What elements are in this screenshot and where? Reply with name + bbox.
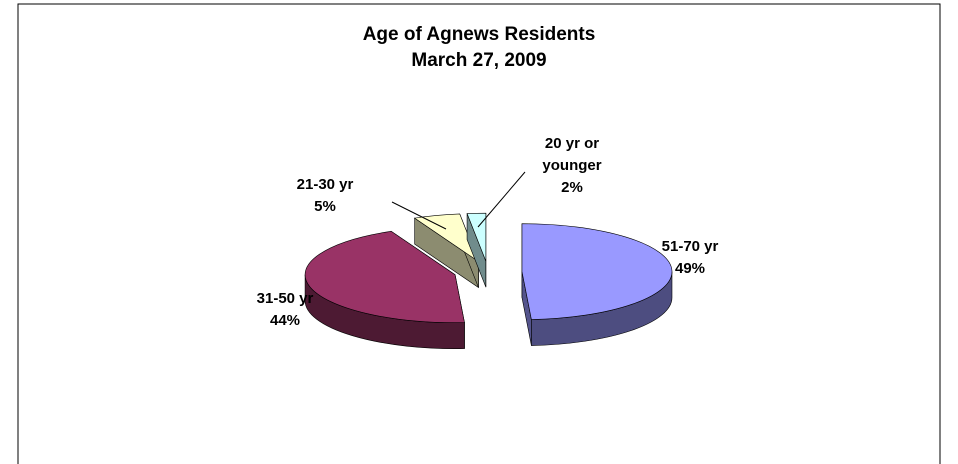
value-label: 44% [269, 312, 301, 329]
value-label: 49% [674, 260, 706, 277]
chart-subtitle: March 27, 2009 [411, 50, 547, 71]
slice [521, 223, 673, 320]
data-label: 20 yr or younger 2% [522, 133, 622, 199]
data-label: 31-50 yr 44% [240, 288, 330, 332]
leader-line [391, 201, 447, 230]
value-label: 5% [314, 198, 336, 215]
chart-title: Age of Agnews Residents [362, 24, 596, 45]
category-label: 31-50 yr [256, 290, 314, 307]
leader-line [477, 171, 526, 228]
category-label: 20 yr or younger [542, 135, 602, 174]
data-label: 51-70 yr 49% [645, 236, 735, 280]
slice [466, 212, 487, 262]
category-label: 21-30 yr [296, 176, 354, 193]
data-label: 21-30 yr 5% [280, 174, 370, 218]
category-label: 51-70 yr [661, 238, 719, 255]
slice [304, 230, 465, 324]
slice [413, 213, 480, 263]
value-label: 2% [561, 179, 583, 196]
